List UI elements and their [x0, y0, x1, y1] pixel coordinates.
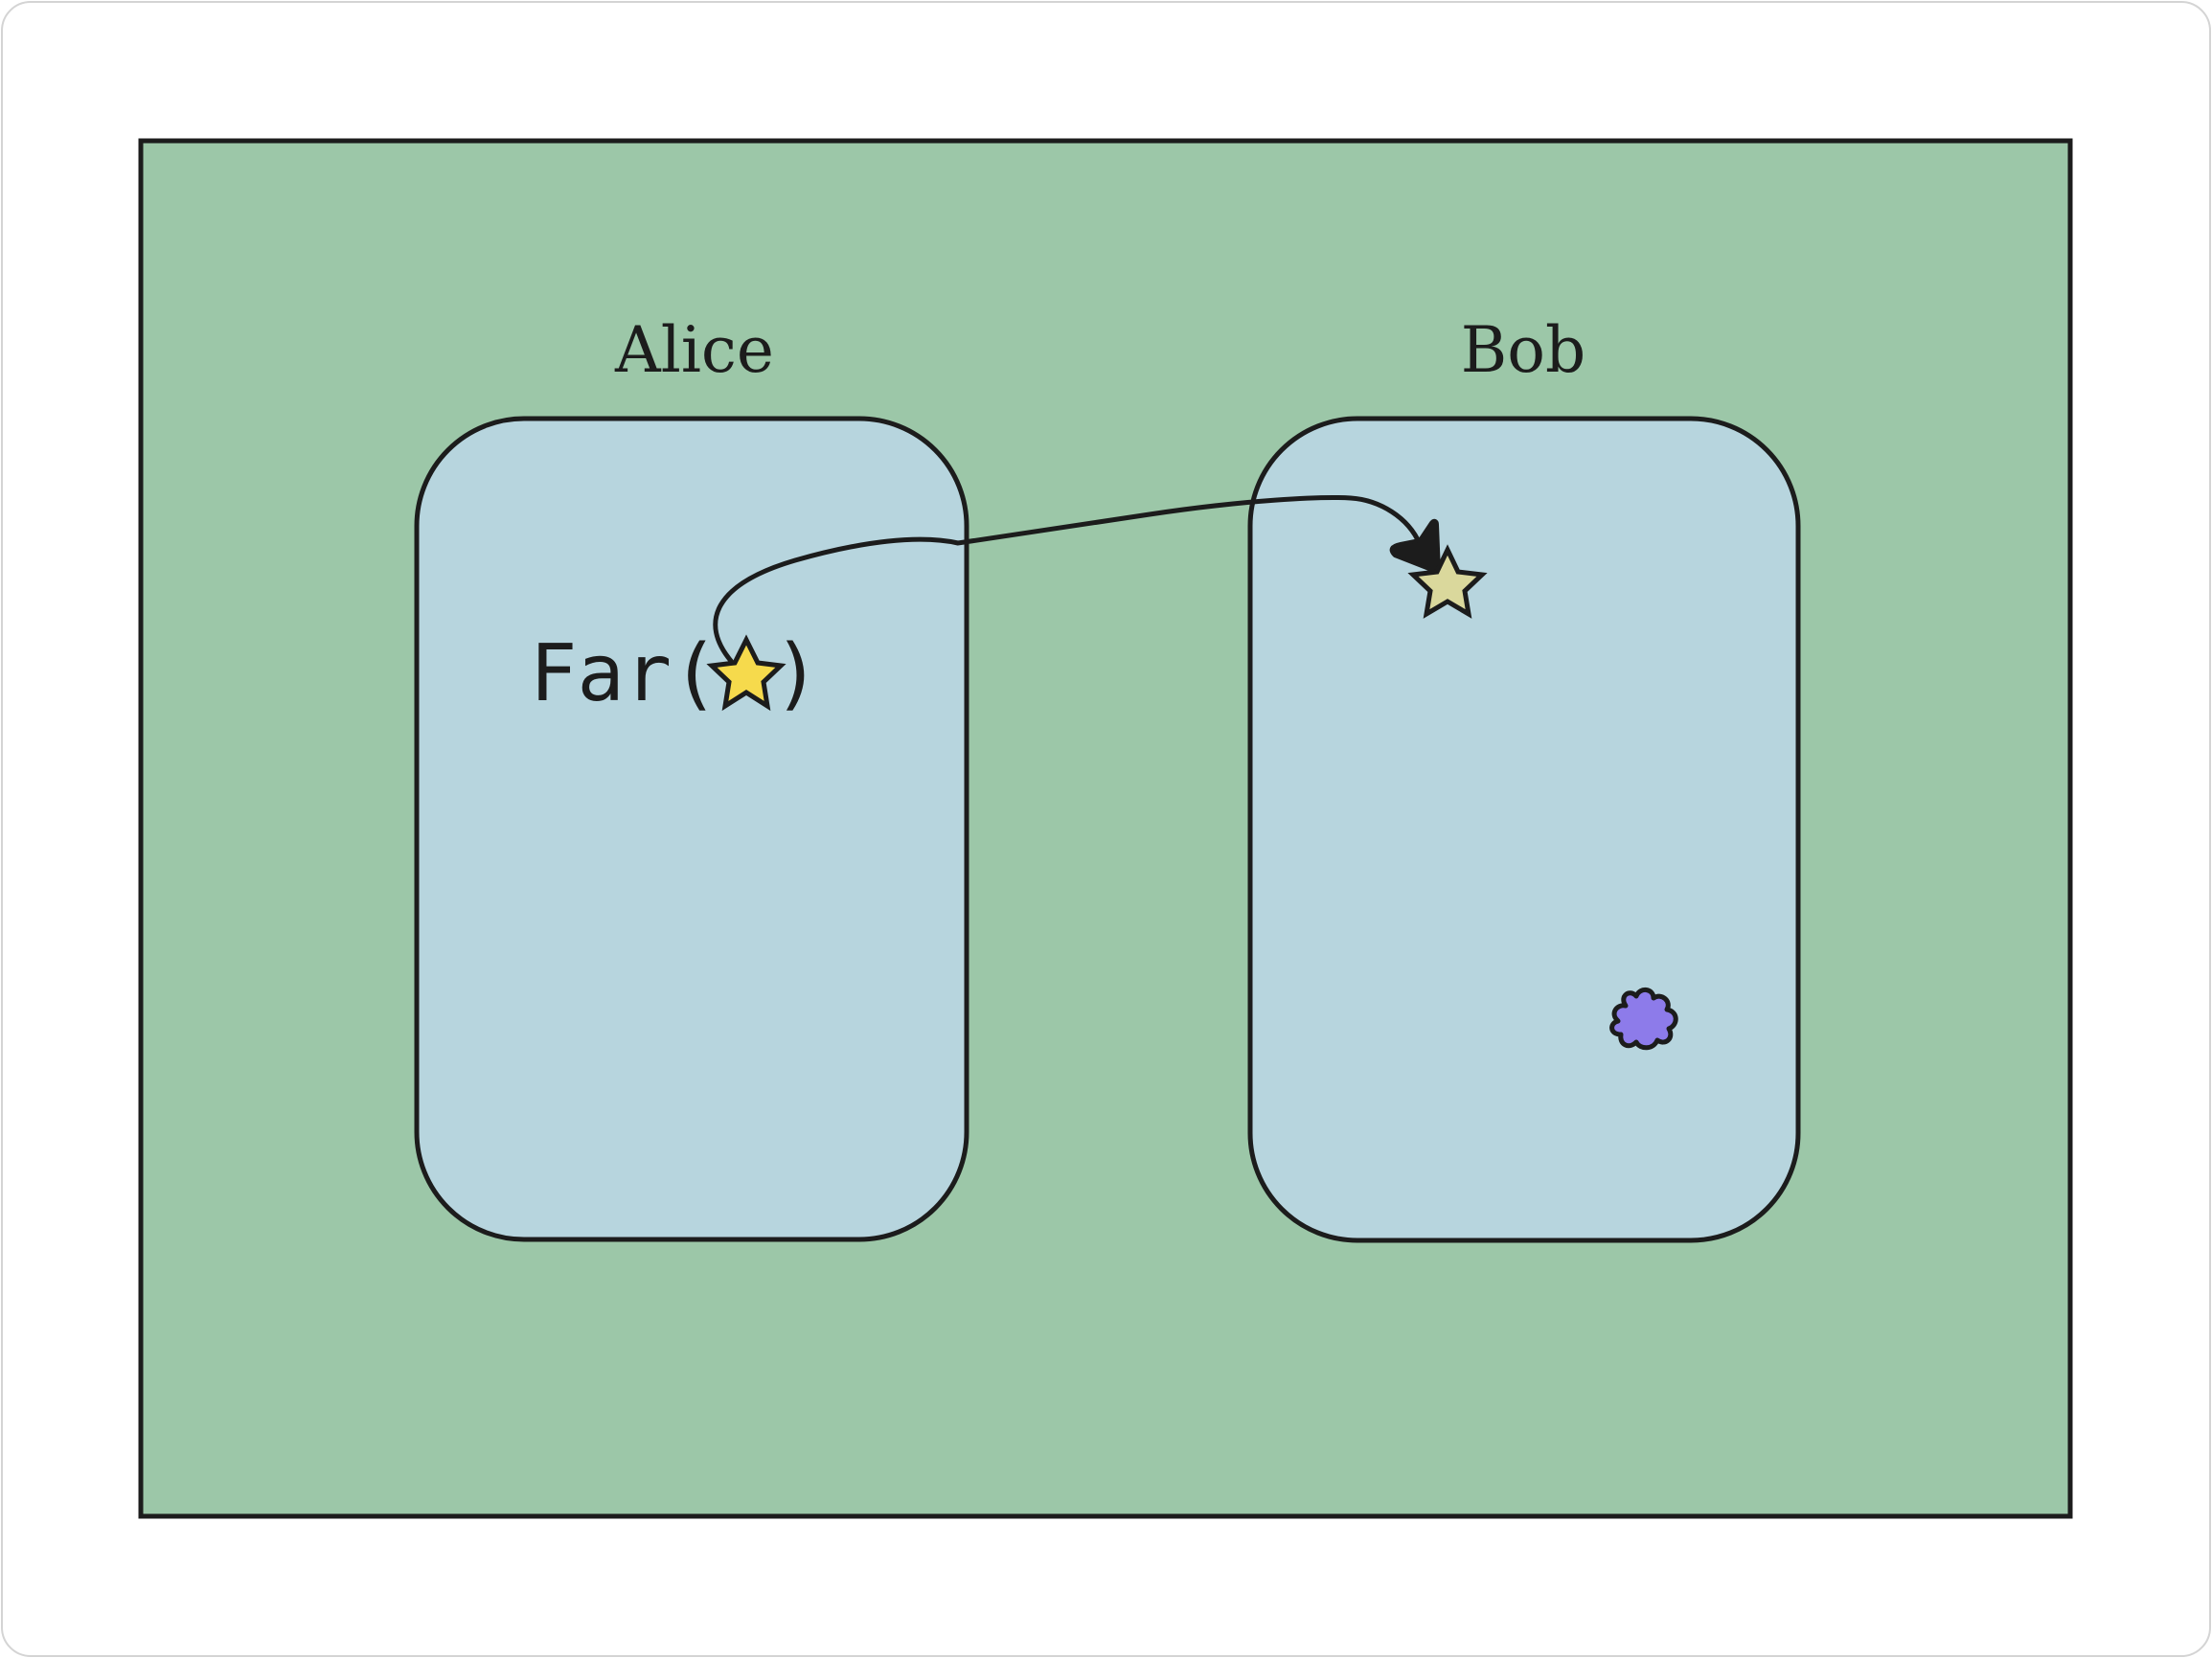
bob-title: Bob — [1461, 313, 1586, 387]
reference-arrow — [713, 495, 1423, 664]
bob-blob-icon — [1609, 988, 1678, 1051]
alice-star-icon — [706, 634, 787, 712]
alice-vat-box — [414, 416, 969, 1242]
alice-title: Alice — [614, 313, 774, 387]
bob-star-icon — [1407, 544, 1488, 619]
far-code-suffix: ) — [773, 628, 820, 719]
bob-vat-box — [1247, 416, 1801, 1243]
far-code-prefix: Far( — [530, 628, 718, 719]
arrow-head — [1389, 518, 1441, 575]
